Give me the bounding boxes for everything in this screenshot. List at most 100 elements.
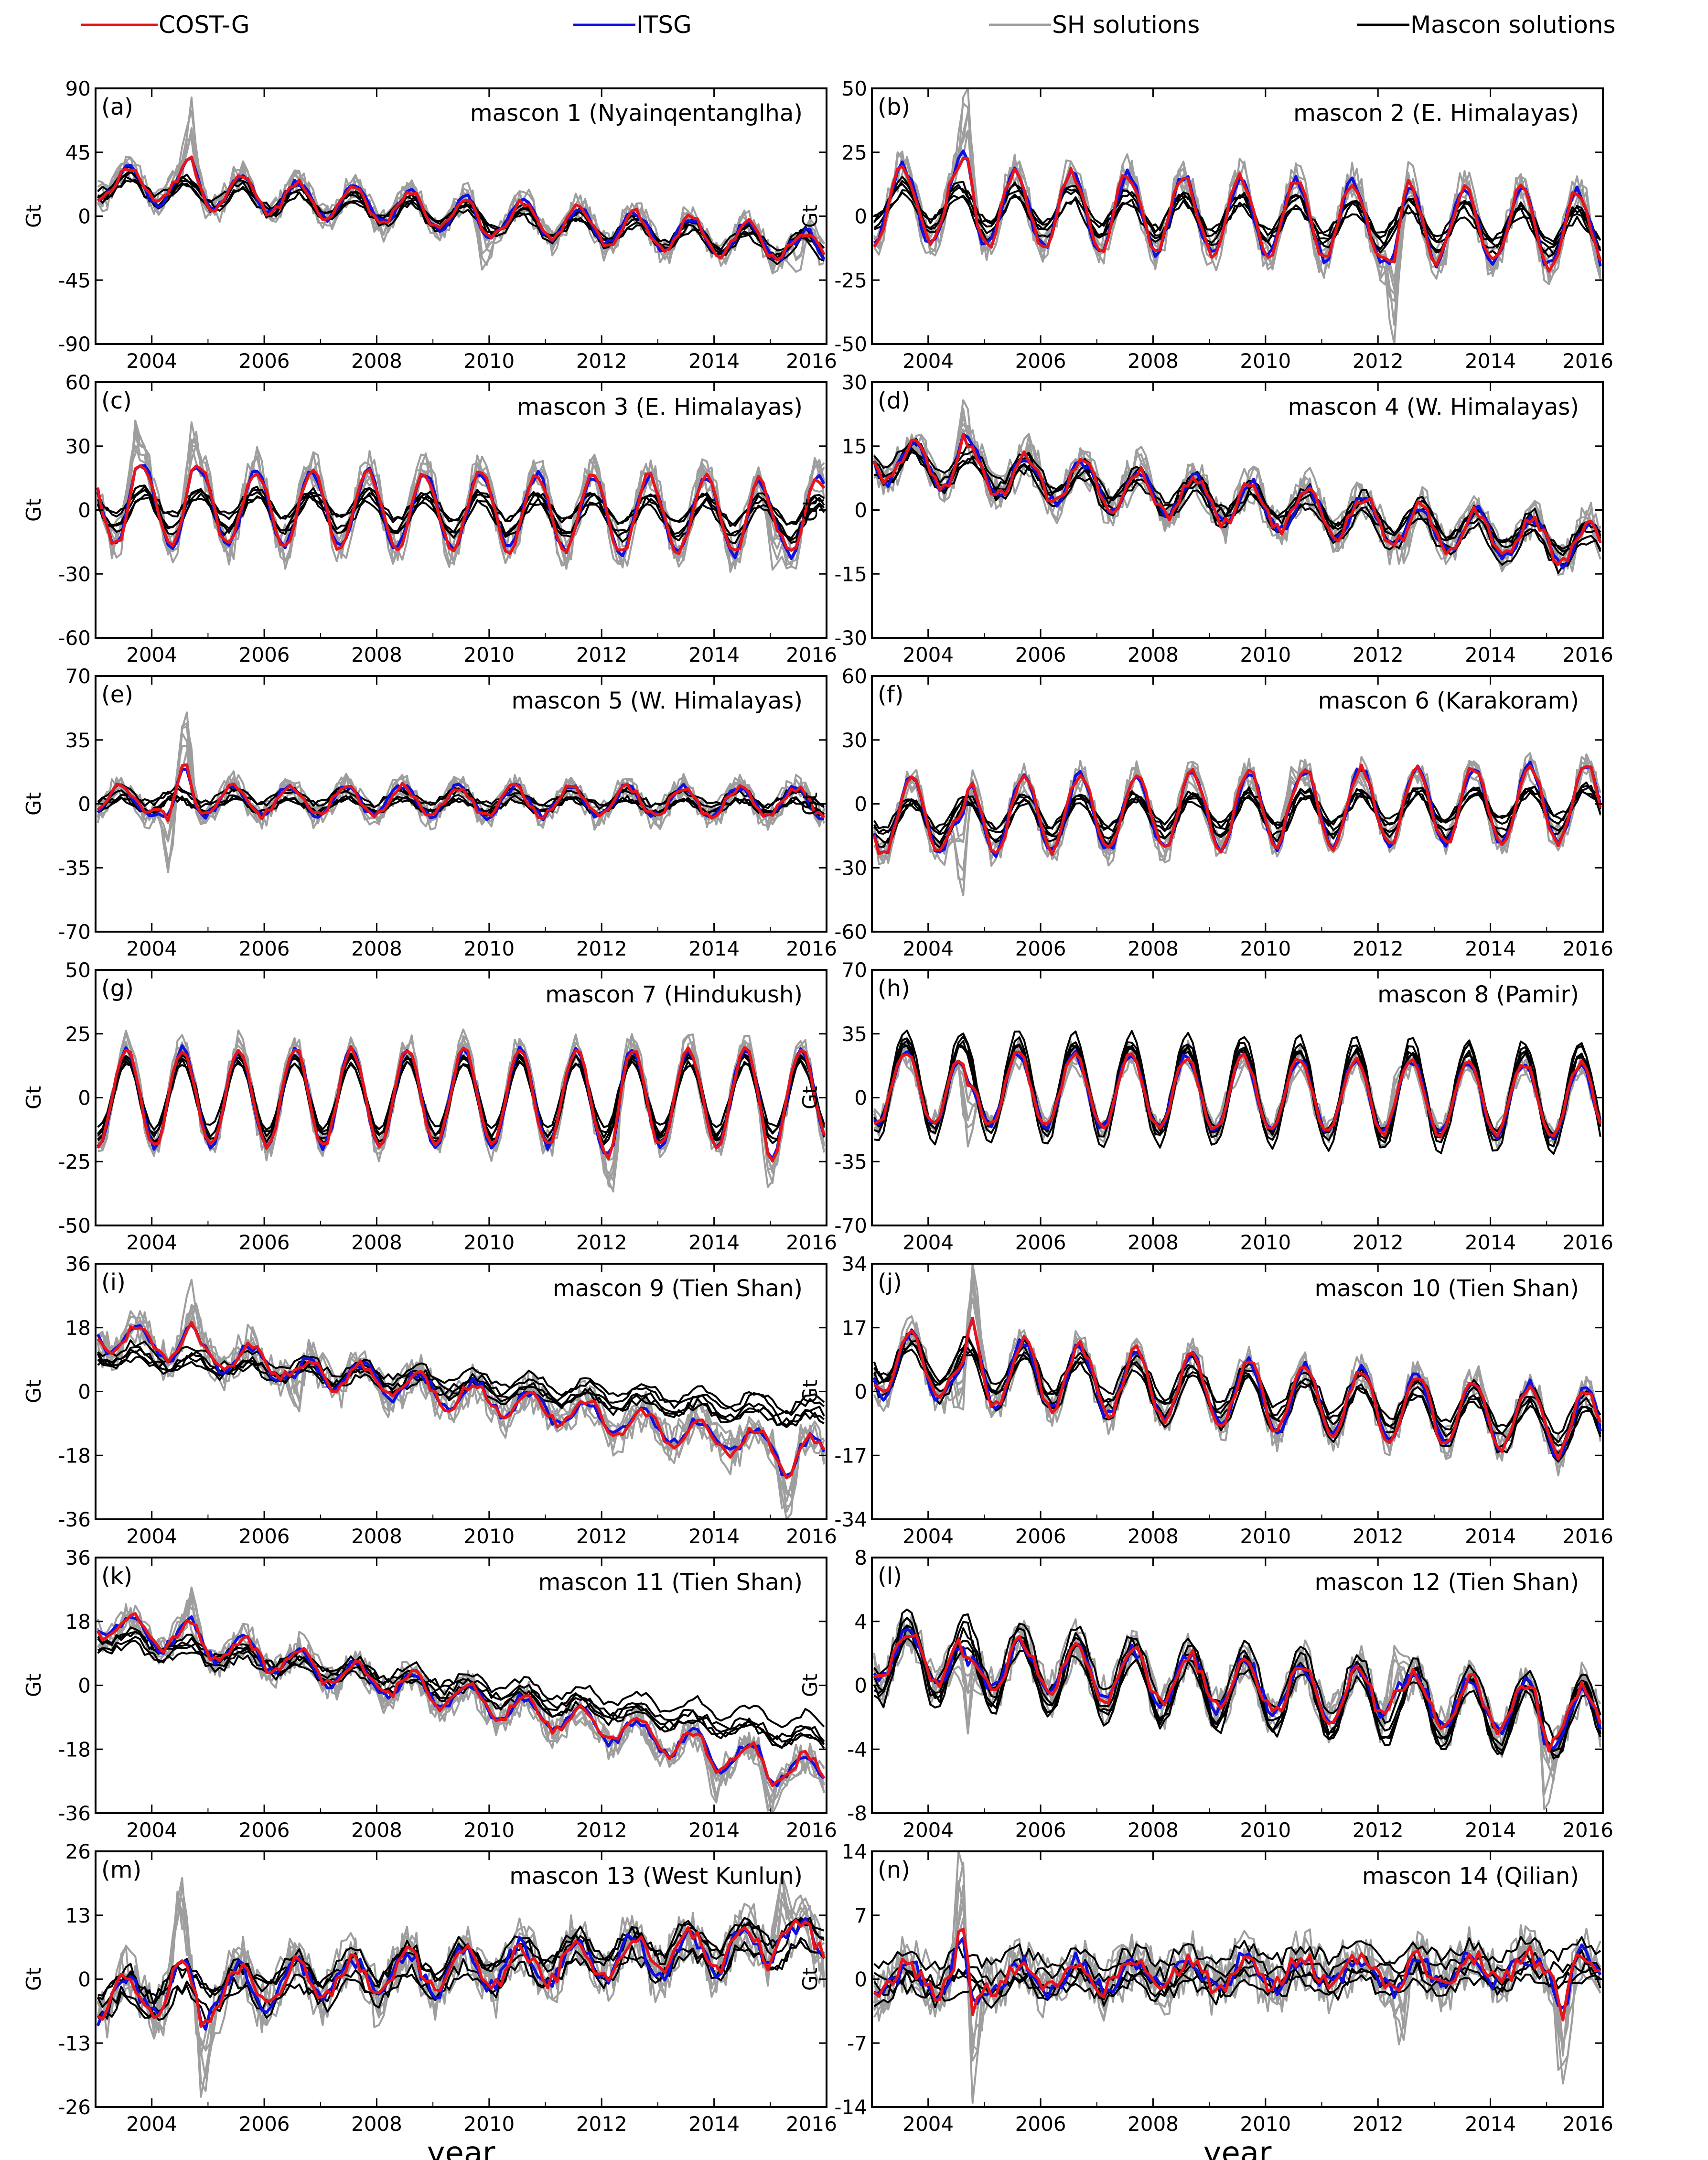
y-axis-label: Gt <box>798 1674 822 1697</box>
x-tick-label: 2004 <box>902 643 954 666</box>
x-tick-label: 2006 <box>1015 1525 1066 1548</box>
y-tick-label: 60 <box>65 371 91 394</box>
x-tick-label: 2012 <box>1353 937 1404 960</box>
y-tick-label: 13 <box>65 1904 91 1927</box>
y-axis-label: Gt <box>22 792 45 816</box>
y-tick-label: 50 <box>65 958 91 982</box>
x-tick-label: 2004 <box>902 937 954 960</box>
x-tick-label: 2008 <box>1128 1525 1179 1548</box>
x-tick-label: 2006 <box>239 1231 290 1254</box>
mascon-solution-line-3 <box>97 489 825 539</box>
y-axis-label: Gt <box>798 498 822 522</box>
x-tick-label: 2008 <box>1128 937 1179 960</box>
panel-d: -30 -15 0 15 30 2004 2006 2008 2010 2012 2014 2016 G… <box>798 371 1613 666</box>
mascon-solution-line-2 <box>97 1626 825 1729</box>
y-tick-label: 70 <box>65 665 91 688</box>
x-tick-label: 2006 <box>1015 349 1066 373</box>
panel-label: (j) <box>878 1269 902 1296</box>
x-tick-label: 2008 <box>1128 643 1179 666</box>
x-tick-label: 2006 <box>1015 937 1066 960</box>
y-tick-label: -25 <box>834 269 867 292</box>
x-tick-label: 2010 <box>463 643 515 666</box>
y-tick-label: 30 <box>65 435 91 458</box>
x-tick-label: 2004 <box>902 1818 954 1842</box>
x-tick-label: 2010 <box>463 1818 515 1842</box>
x-axis-label: year <box>1203 2136 1272 2160</box>
x-tick-label: 2010 <box>463 1231 515 1254</box>
y-tick-label: 0 <box>78 1674 91 1698</box>
x-tick-label: 2006 <box>239 937 290 960</box>
y-tick-label: 0 <box>854 1086 867 1110</box>
y-tick-label: 26 <box>65 1840 91 1863</box>
x-tick-label: 2006 <box>239 643 290 666</box>
y-tick-label: -70 <box>834 1214 867 1237</box>
panel-title: mascon 14 (Qilian) <box>1362 1863 1579 1890</box>
mascon-solution-line-3 <box>873 1935 1601 1972</box>
sh-solution-line-3 <box>97 1600 825 1813</box>
y-tick-label: -60 <box>58 626 91 650</box>
y-tick-label: 35 <box>842 1022 867 1046</box>
y-tick-label: -30 <box>834 856 867 880</box>
y-tick-label: 50 <box>842 77 867 100</box>
x-tick-label: 2010 <box>463 349 515 373</box>
panel-title: mascon 3 (E. Himalayas) <box>517 394 803 420</box>
x-tick-label: 2008 <box>1128 1231 1179 1254</box>
y-tick-label: -70 <box>58 920 91 944</box>
panel-l: -8 -4 0 4 8 2004 2006 2008 2010 2012 2014 2016 Gt (l)… <box>798 1546 1613 1842</box>
x-tick-label: 2008 <box>351 1231 402 1254</box>
y-tick-label: -36 <box>58 1802 91 1825</box>
x-tick-label: 2014 <box>1465 1525 1516 1548</box>
y-axis-label: Gt <box>798 1086 822 1109</box>
y-axis-label: Gt <box>22 498 45 522</box>
y-axis-label: Gt <box>798 1967 822 1991</box>
x-tick-label: 2014 <box>1465 349 1516 373</box>
mascon-solution-line-5 <box>873 1043 1601 1136</box>
plot-area-i <box>96 1279 826 1519</box>
mascon-solution-line-4 <box>874 451 1601 574</box>
plot-area-m <box>96 1871 826 2098</box>
x-tick-label: 2016 <box>1562 2112 1613 2136</box>
x-tick-label: 2006 <box>239 349 290 373</box>
panel-title: mascon 11 (Tien Shan) <box>538 1569 803 1596</box>
y-tick-label: 0 <box>854 1968 867 1991</box>
axes-frame <box>871 87 1604 345</box>
mascon-solution-line-4 <box>97 1917 825 2008</box>
y-tick-label: 34 <box>842 1252 867 1276</box>
x-tick-label: 2010 <box>1240 349 1291 373</box>
panel-e: -70 -35 0 35 70 2004 2006 2008 2010 2012 2014 2016 G… <box>22 665 837 960</box>
x-tick-label: 2010 <box>1240 643 1291 666</box>
cost-g-line <box>873 1050 1602 1138</box>
itsg-line <box>97 1615 825 1787</box>
x-tick-label: 2004 <box>126 1818 177 1842</box>
plot-area-f <box>872 752 1602 896</box>
y-tick-label: 0 <box>854 499 867 522</box>
x-tick-label: 2004 <box>126 937 177 960</box>
y-axis-label: Gt <box>22 1674 45 1697</box>
panel-title: mascon 5 (W. Himalayas) <box>511 688 803 714</box>
panel-label: (i) <box>101 1269 126 1296</box>
panel-m: -26 -13 0 13 26 2004 2006 2008 2010 2012 2014 2016 G… <box>22 1840 837 2160</box>
x-tick-label: 2006 <box>239 1818 290 1842</box>
x-tick-label: 2016 <box>786 349 837 373</box>
x-tick-label: 2014 <box>688 2112 740 2136</box>
panel-label: (n) <box>878 1857 910 1883</box>
y-tick-label: -90 <box>58 333 91 356</box>
panel-k: -36 -18 0 18 36 2004 2006 2008 2010 2012 2014 2016 G… <box>22 1546 837 1842</box>
y-tick-label: -34 <box>834 1508 867 1531</box>
x-tick-label: 2012 <box>1353 1818 1404 1842</box>
y-tick-label: 0 <box>854 1674 867 1698</box>
x-tick-label: 2006 <box>1015 2112 1066 2136</box>
x-tick-label: 2014 <box>1465 1818 1516 1842</box>
y-tick-label: -4 <box>847 1738 867 1761</box>
x-tick-label: 2008 <box>351 349 402 373</box>
y-tick-label: -26 <box>58 2096 91 2119</box>
x-tick-label: 2014 <box>688 1231 740 1254</box>
mascon-solution-line-1 <box>873 1973 1601 2009</box>
y-tick-label: -15 <box>834 562 867 586</box>
y-tick-label: 0 <box>78 1380 91 1404</box>
x-tick-label: 2012 <box>1353 1231 1404 1254</box>
mascon-solution-line-5 <box>873 438 1601 550</box>
itsg-line <box>96 1917 825 2031</box>
mascon-solution-line-1 <box>97 1630 825 1742</box>
